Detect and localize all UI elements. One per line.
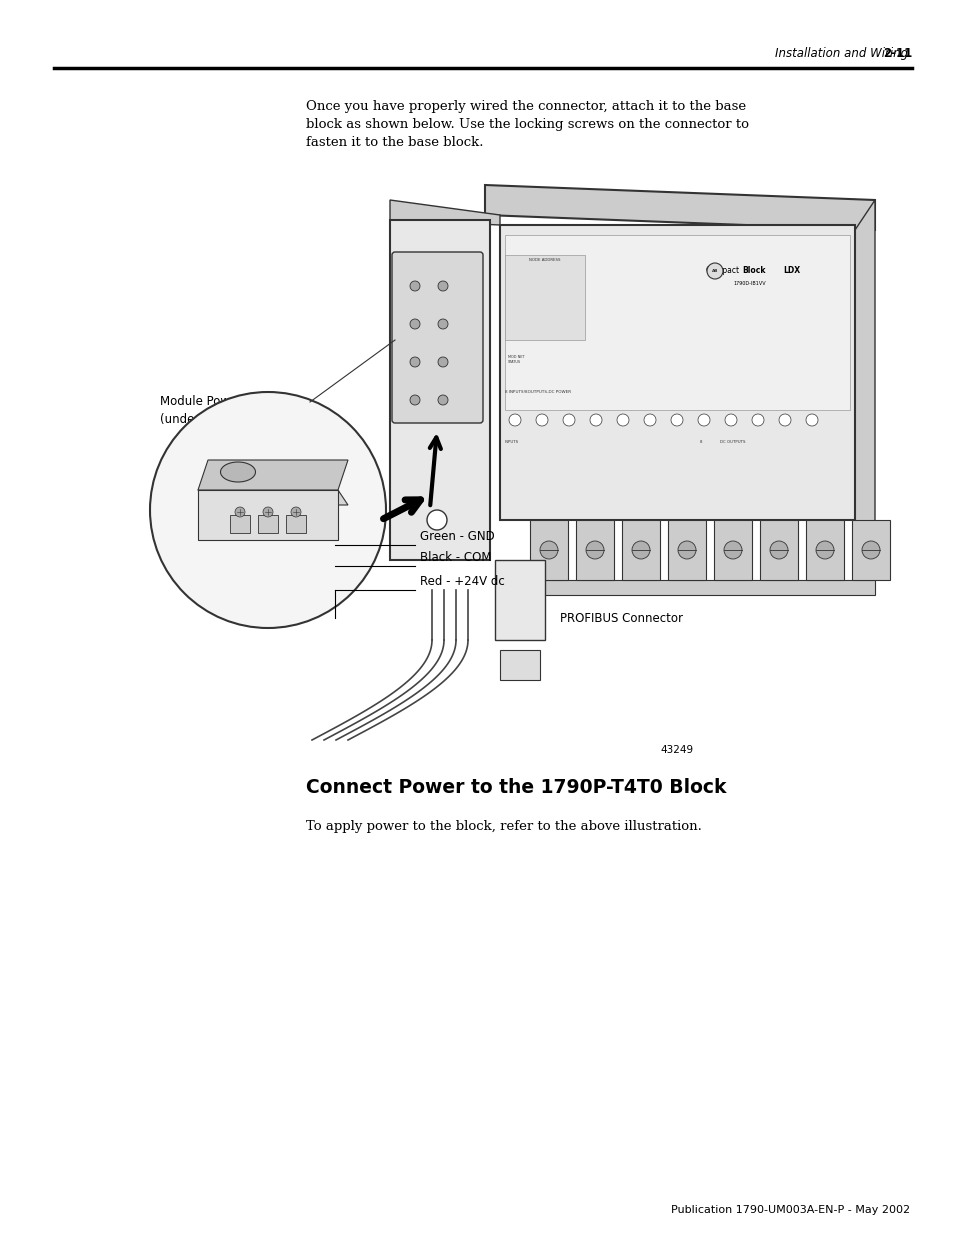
Text: NODE ADDRESS: NODE ADDRESS (529, 258, 560, 262)
Circle shape (706, 263, 722, 279)
Polygon shape (198, 459, 348, 490)
Circle shape (617, 414, 628, 426)
Bar (621, 520, 659, 580)
Bar (530, 520, 567, 580)
Bar (257, 515, 277, 534)
Text: Module Power Connector: Module Power Connector (160, 395, 307, 408)
Bar (286, 515, 306, 534)
Circle shape (291, 508, 301, 517)
Text: Publication 1790-UM003A-EN-P - May 2002: Publication 1790-UM003A-EN-P - May 2002 (670, 1205, 909, 1215)
Circle shape (437, 357, 448, 367)
Text: fasten it to the base block.: fasten it to the base block. (306, 136, 483, 149)
Bar (667, 520, 705, 580)
Circle shape (631, 541, 649, 559)
Circle shape (805, 414, 817, 426)
Circle shape (678, 541, 696, 559)
Polygon shape (390, 200, 499, 225)
Text: To apply power to the block, refer to the above illustration.: To apply power to the block, refer to th… (306, 820, 701, 832)
Text: Black - COM: Black - COM (419, 551, 491, 564)
Circle shape (437, 395, 448, 405)
Circle shape (723, 541, 741, 559)
Text: Compact: Compact (705, 266, 740, 274)
Ellipse shape (220, 462, 255, 482)
Text: INPUTS: INPUTS (504, 440, 518, 445)
Circle shape (536, 414, 547, 426)
Circle shape (724, 414, 737, 426)
Bar (576, 520, 614, 580)
Bar (519, 580, 874, 595)
Text: Green - GND: Green - GND (419, 530, 495, 543)
Bar (805, 520, 843, 580)
Bar (499, 225, 854, 520)
Circle shape (410, 282, 419, 291)
Text: LDX: LDX (782, 266, 800, 274)
Circle shape (698, 414, 709, 426)
Text: Connect Power to the 1790P-T4T0 Block: Connect Power to the 1790P-T4T0 Block (306, 778, 726, 797)
Circle shape (263, 508, 273, 517)
Bar (495, 559, 544, 640)
Circle shape (670, 414, 682, 426)
Text: (underneath module): (underneath module) (160, 412, 286, 426)
Circle shape (862, 541, 879, 559)
Circle shape (234, 508, 245, 517)
Text: Once you have properly wired the connector, attach it to the base: Once you have properly wired the connect… (306, 100, 745, 112)
Text: MOD NET
STATUS: MOD NET STATUS (507, 354, 524, 363)
Text: DC OUTPUTS: DC OUTPUTS (720, 440, 744, 445)
Bar (760, 520, 797, 580)
Circle shape (410, 319, 419, 329)
Circle shape (643, 414, 656, 426)
Circle shape (509, 414, 520, 426)
Text: block as shown below. Use the locking screws on the connector to: block as shown below. Use the locking sc… (306, 119, 748, 131)
Bar (504, 235, 849, 410)
Polygon shape (854, 200, 874, 559)
Circle shape (769, 541, 787, 559)
Bar (504, 254, 584, 340)
Text: Red - +24V dc: Red - +24V dc (419, 576, 504, 588)
Text: 8 INPUTS/8OUTPUTS-DC POWER: 8 INPUTS/8OUTPUTS-DC POWER (504, 390, 571, 394)
Circle shape (585, 541, 603, 559)
Circle shape (815, 541, 833, 559)
Text: Installation and Wiring: Installation and Wiring (774, 47, 907, 61)
Text: 2-11: 2-11 (882, 47, 911, 61)
Text: PROFIBUS Connector: PROFIBUS Connector (559, 613, 682, 625)
Text: 1790D-IB1VV: 1790D-IB1VV (733, 280, 765, 285)
Text: 8: 8 (700, 440, 701, 445)
Bar (713, 520, 751, 580)
Circle shape (437, 282, 448, 291)
Circle shape (539, 541, 558, 559)
Circle shape (589, 414, 601, 426)
Circle shape (437, 319, 448, 329)
Circle shape (779, 414, 790, 426)
Bar (230, 515, 250, 534)
Bar (851, 520, 889, 580)
Polygon shape (198, 490, 337, 540)
Text: Block: Block (741, 266, 764, 274)
Circle shape (410, 357, 419, 367)
Circle shape (751, 414, 763, 426)
Circle shape (150, 391, 386, 629)
Polygon shape (198, 490, 348, 505)
Circle shape (562, 414, 575, 426)
Bar (390, 220, 490, 559)
Circle shape (410, 395, 419, 405)
FancyBboxPatch shape (392, 252, 482, 424)
Text: 43249: 43249 (659, 745, 693, 755)
Circle shape (427, 510, 447, 530)
Polygon shape (484, 185, 874, 230)
Bar (499, 650, 539, 680)
Text: AB: AB (711, 269, 718, 273)
